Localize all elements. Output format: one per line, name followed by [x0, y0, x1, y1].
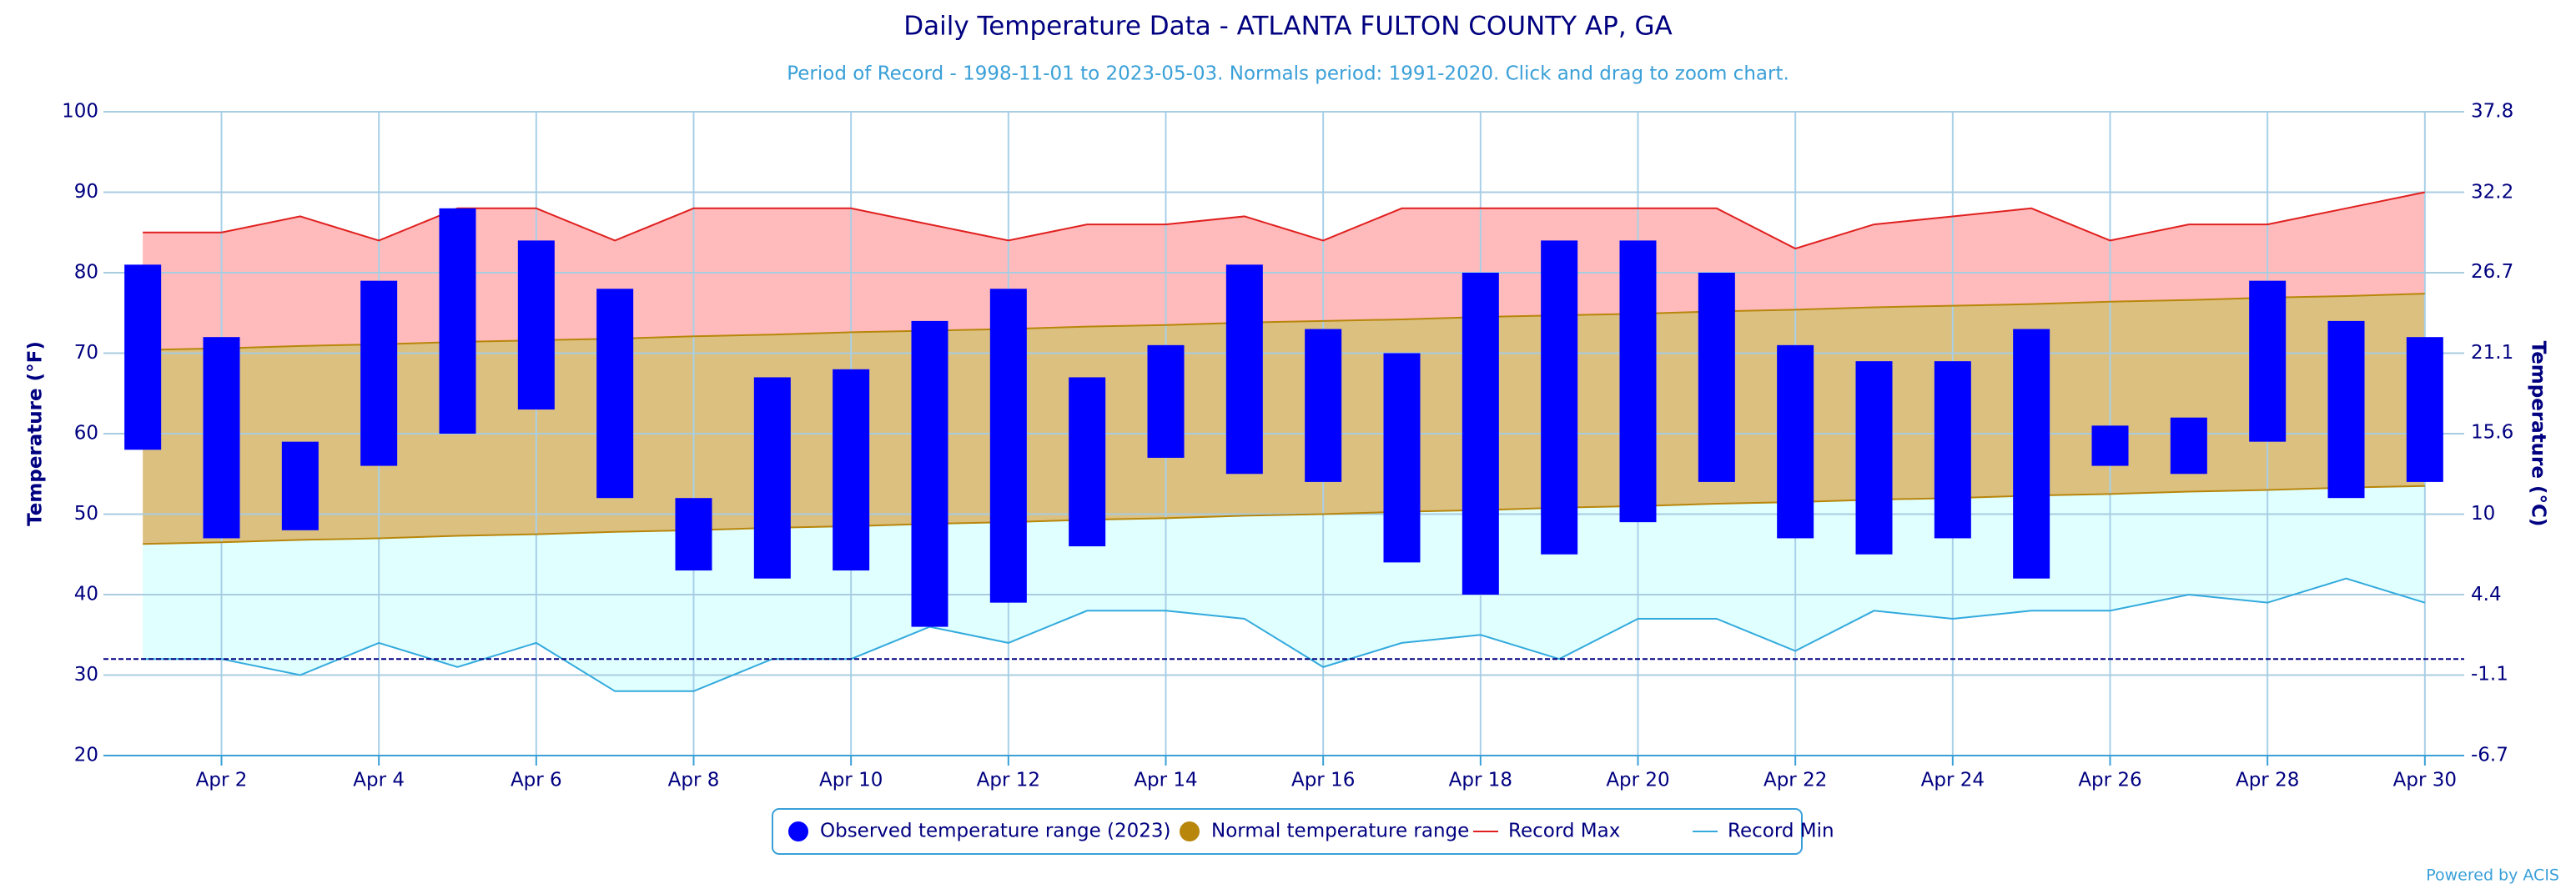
bar — [2406, 337, 2443, 482]
bar — [1855, 361, 1893, 555]
y-tick-label: 100 — [62, 101, 98, 123]
bar — [2249, 280, 2287, 442]
y2-tick-label: 15.6 — [2471, 422, 2513, 444]
x-tick-label: Apr 10 — [819, 770, 883, 791]
bar — [360, 280, 398, 466]
y-tick-label: 80 — [74, 262, 98, 284]
bar — [833, 369, 870, 571]
legend-label: Observed temperature range (2023) — [820, 821, 1171, 842]
x-tick-label: Apr 20 — [1606, 770, 1669, 791]
bar — [753, 377, 791, 579]
bar — [1383, 353, 1421, 563]
y-axis-label: Temperature (°F) — [25, 341, 47, 526]
y-tick-label: 90 — [74, 181, 98, 203]
bar — [1698, 273, 1735, 482]
x-tick-label: Apr 18 — [1449, 770, 1512, 791]
x-tick-label: Apr 12 — [977, 770, 1040, 791]
x-tick-label: Apr 28 — [2236, 770, 2299, 791]
y2-tick-label: 10 — [2471, 503, 2495, 525]
y-tick-label: 40 — [74, 584, 98, 605]
record-min-line — [143, 577, 2426, 692]
x-tick-label: Apr 16 — [1291, 770, 1355, 791]
normal-band — [143, 294, 2425, 545]
bar — [1541, 240, 1578, 555]
bar — [1777, 344, 1814, 539]
bar — [989, 289, 1027, 603]
bar — [203, 337, 240, 539]
bar — [596, 289, 634, 499]
x-tick-label: Apr 6 — [511, 770, 562, 791]
legend-label: Record Max — [1508, 821, 1620, 842]
bar — [2327, 320, 2365, 499]
record-max-band — [143, 192, 2425, 350]
x-tick-label: Apr 2 — [196, 770, 248, 791]
x-tick-label: Apr 24 — [1921, 770, 1985, 791]
bar — [1462, 273, 1499, 595]
bar — [2170, 417, 2207, 475]
bar — [1305, 329, 1342, 482]
bar — [439, 208, 476, 434]
bar — [517, 240, 555, 410]
y2-tick-label: 21.1 — [2471, 342, 2513, 364]
bar — [124, 264, 162, 450]
legend-marker — [788, 821, 808, 841]
bar — [281, 441, 319, 530]
chart-title: Daily Temperature Data - ATLANTA FULTON … — [903, 12, 1673, 42]
legend-marker — [1180, 821, 1200, 841]
y2-tick-label: 37.8 — [2471, 101, 2513, 123]
legend-label: Record Min — [1728, 821, 1834, 842]
y2-tick-label: 4.4 — [2471, 584, 2502, 605]
bar — [1147, 344, 1185, 458]
x-tick-label: Apr 22 — [1763, 770, 1827, 791]
legend-box — [772, 808, 1803, 855]
bar — [911, 320, 948, 627]
bar — [675, 498, 712, 571]
y-tick-label: 20 — [74, 745, 98, 766]
x-tick-label: Apr 14 — [1134, 770, 1197, 791]
bar — [1619, 240, 1657, 523]
y2-tick-label: 32.2 — [2471, 182, 2513, 203]
legend-label: Normal temperature range — [1211, 821, 1469, 842]
y2-tick-label: 26.7 — [2471, 261, 2513, 283]
bar — [1069, 377, 1106, 547]
bar — [1934, 361, 1971, 539]
credit: Powered by ACIS — [2426, 866, 2559, 885]
y-tick-label: 70 — [74, 342, 98, 364]
x-tick-label: Apr 4 — [353, 770, 405, 791]
record-max-line — [143, 191, 2426, 250]
y-tick-label: 60 — [74, 423, 98, 444]
y2-tick-label: -1.1 — [2471, 663, 2508, 685]
y-tick-label: 50 — [74, 503, 98, 525]
record-min-band — [143, 485, 2425, 691]
x-tick-label: Apr 26 — [2078, 770, 2141, 791]
bar — [2013, 329, 2050, 579]
bar — [1225, 264, 1263, 475]
x-tick-label: Apr 8 — [668, 770, 720, 791]
bar — [2091, 425, 2129, 466]
y-tick-label: 30 — [74, 664, 98, 686]
y2-tick-label: -6.7 — [2471, 745, 2508, 766]
chart-subtitle: Period of Record - 1998-11-01 to 2023-05… — [787, 63, 1789, 85]
x-tick-label: Apr 30 — [2393, 770, 2457, 791]
y2-axis-label: Temperature (°C) — [2528, 341, 2549, 527]
